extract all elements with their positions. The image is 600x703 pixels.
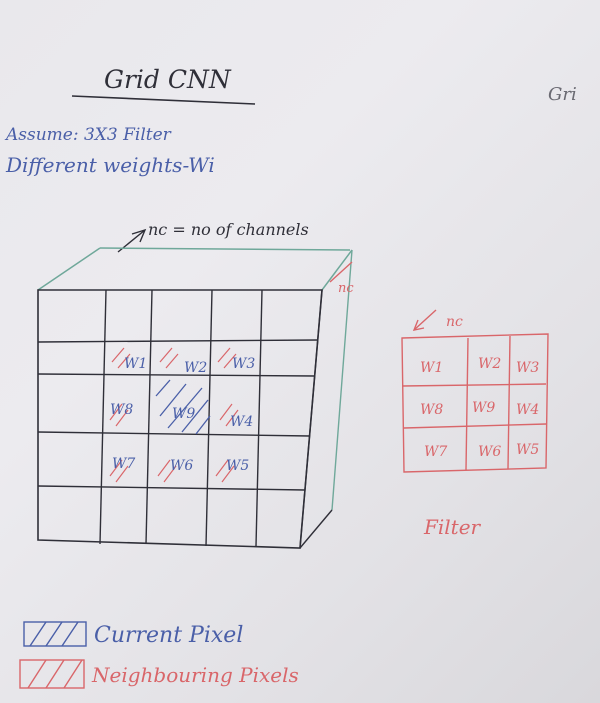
nc-filter-label: nc: [446, 314, 463, 330]
filter-cell-w6: W6: [478, 444, 501, 460]
filter-cell-w8: W8: [420, 402, 443, 418]
filter-grid: [401, 333, 549, 473]
legend-neighbour-label: Neighbouring Pixels: [91, 663, 299, 687]
title-underline: [71, 95, 256, 105]
grid-cell-w6: W6: [170, 458, 193, 474]
filter-cell-w2: W2: [478, 356, 501, 372]
current-hatching: [155, 379, 211, 435]
volume-edges: [37, 247, 353, 549]
title-right-fragment: Gri: [548, 84, 577, 105]
grid-labels: W1 W2 W3 W8 W9 W4 W7 W6 W5: [110, 356, 255, 474]
legend-neighbour-swatch: [19, 659, 85, 689]
filter-labels: W1 W2 W3 W8 W9 W4 W7 W6 W5: [420, 356, 539, 460]
grid-cell-w5: W5: [226, 458, 249, 474]
weights-line: Different weights-Wi: [5, 153, 215, 177]
legend-current-label: Current Pixel: [94, 623, 243, 648]
filter-cell-w5: W5: [516, 442, 539, 458]
neighbour-hatching: [109, 347, 239, 483]
grid-cell-w4: W4: [230, 414, 253, 430]
grid-cell-w9: W9: [172, 406, 195, 422]
channels-label: nc = no of channels: [148, 220, 309, 239]
legend-current-swatch: [23, 621, 87, 647]
grid-cell-w2: W2: [184, 360, 207, 376]
nc-filter-arrow-head: [412, 319, 425, 331]
nc-grid-label: nc: [338, 281, 354, 296]
title: Grid CNN: [104, 65, 232, 94]
filter-label: Filter: [423, 515, 482, 539]
filter-cell-w9: W9: [472, 400, 495, 416]
grid-cell-w8: W8: [110, 402, 133, 418]
assume-line: Assume: 3X3 Filter: [4, 125, 172, 145]
grid-cell-w3: W3: [232, 356, 255, 372]
filter-cell-w1: W1: [420, 360, 443, 376]
channels-arrow-head: [131, 228, 147, 243]
grid-cell-w1: W1: [124, 356, 147, 372]
filter-cell-w7: W7: [424, 444, 447, 460]
filter-cell-w4: W4: [516, 402, 539, 418]
grid-cell-w7: W7: [112, 456, 135, 472]
filter-cell-w3: W3: [516, 360, 539, 376]
nc-filter-arrow: [413, 309, 437, 331]
nc-grid-arrow: [329, 261, 353, 283]
